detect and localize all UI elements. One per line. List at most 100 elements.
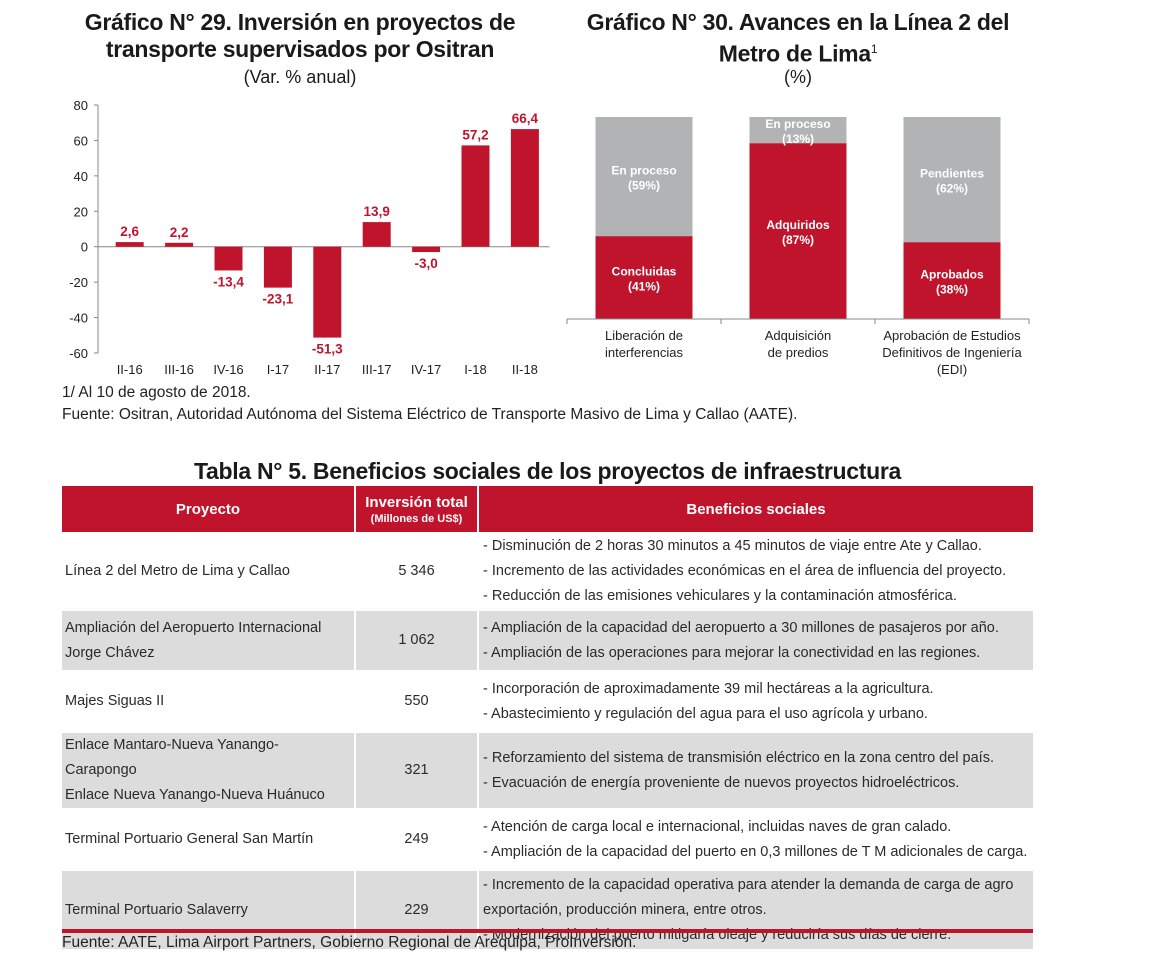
proyecto-line: Majes Siguas II <box>65 693 165 709</box>
segment-value-label: (87%) <box>782 233 814 247</box>
bar <box>412 246 441 253</box>
proyecto-line: Terminal Portuario General San Martín <box>65 831 314 847</box>
cell-inversion: 1 062 <box>355 609 479 671</box>
cell-beneficios: - Ampliación de la capacidad del aeropue… <box>478 609 1033 671</box>
table-source: Fuente: AATE, Lima Airport Partners, Gob… <box>62 934 637 951</box>
segment-label: En proceso <box>611 164 676 178</box>
cell-inversion: 229 <box>355 869 479 949</box>
proyecto-line: Enlace Mantaro-Nueva Yanango-Carapongo <box>65 737 279 778</box>
y-tick-label: 40 <box>74 169 88 184</box>
chart30-title: Gráfico N° 30. Avances en la Línea 2 del… <box>560 9 1036 68</box>
cell-inversion: 5 346 <box>355 532 479 610</box>
segment-label: Aprobados <box>920 268 984 282</box>
chart29-title-line1: Gráfico N° 29. Inversión en proyectos de <box>84 9 516 35</box>
cell-proyecto: Terminal Portuario General San Martín <box>62 808 356 870</box>
y-tick-label: 0 <box>81 240 88 255</box>
beneficio-line: - Incremento de la capacidad operativa p… <box>483 876 1014 893</box>
y-tick-label: -20 <box>69 275 88 290</box>
beneficio-line: - Reforzamiento del sistema de transmisi… <box>483 749 994 766</box>
cell-beneficios: - Reforzamiento del sistema de transmisi… <box>478 731 1033 809</box>
segment-label: En proceso <box>765 117 830 131</box>
segment-label: Concluidas <box>612 265 677 279</box>
proyecto-line: Enlace Nueva Yanango-Nueva Huánuco <box>65 787 325 803</box>
beneficio-line: - Incremento de las actividades económic… <box>483 563 1007 579</box>
bar-value-label: -51,3 <box>312 342 343 357</box>
beneficio-line: - Abastecimiento y regulación del agua p… <box>483 705 928 722</box>
x-category-label: interferencias <box>605 345 684 360</box>
bar <box>165 242 194 247</box>
bar-value-label: 2,2 <box>170 225 189 240</box>
beneficio-line: - Ampliación de la capacidad del aeropue… <box>483 619 999 636</box>
bar-value-label: 66,4 <box>512 111 539 126</box>
bar <box>115 242 144 247</box>
cell-proyecto: Línea 2 del Metro de Lima y Callao <box>62 532 356 610</box>
segment-value-label: (13%) <box>782 132 814 146</box>
x-tick-label: I-17 <box>267 362 289 377</box>
stack-segment-red <box>903 242 1001 319</box>
chart30-title-line1: Gráfico N° 30. Avances en la Línea 2 del <box>586 9 1010 35</box>
beneficio-line: exportación, producción minera, entre ot… <box>483 901 767 918</box>
stack-segment-gray <box>595 117 693 237</box>
bar-value-label: 57,2 <box>462 127 488 142</box>
x-tick-label: IV-17 <box>411 362 441 377</box>
cell-inversion: 321 <box>355 731 479 809</box>
segment-value-label: (59%) <box>628 179 660 193</box>
x-tick-label: II-18 <box>512 362 538 377</box>
beneficio-line: - Reducción de las emisiones vehiculares… <box>483 588 957 604</box>
segment-label: Pendientes <box>920 167 984 181</box>
y-tick-label: 60 <box>74 133 88 148</box>
x-tick-label: II-16 <box>117 362 143 377</box>
x-tick-label: III-17 <box>362 362 392 377</box>
chart30-subtitle: (%) <box>784 67 812 87</box>
x-category-label: Aprobación de Estudios <box>883 328 1021 343</box>
table-bottom-rule <box>62 929 1033 933</box>
stack-segment-gray <box>903 117 1001 243</box>
x-tick-label: I-18 <box>464 362 486 377</box>
chart29-title-line2: transporte supervisados por Ositran <box>105 36 495 62</box>
chart30-title-line2-text: Metro de Lima <box>718 40 871 67</box>
chart-source: Fuente: Ositran, Autoridad Autónoma del … <box>62 406 798 423</box>
beneficio-line: - Atención de carga local e internaciona… <box>483 818 952 835</box>
stack-segment-red <box>749 143 847 319</box>
y-tick-label: 80 <box>74 98 88 113</box>
x-tick-label: II-17 <box>314 362 340 377</box>
bar-value-label: -23,1 <box>263 292 294 307</box>
chart30-stacked-bar-chart: En proceso(59%)Concluidas(41%)Liberación… <box>566 117 1030 377</box>
x-tick-label: III-16 <box>164 362 194 377</box>
bar <box>263 246 292 288</box>
bar-value-label: 2,6 <box>120 224 139 239</box>
chart-footnote: 1/ Al 10 de agosto de 2018. <box>62 384 251 401</box>
segment-value-label: (38%) <box>936 283 968 297</box>
table-row: Línea 2 del Metro de Lima y Callao 5 346-… <box>62 532 1033 610</box>
beneficio-line: - Incorporación de aproximadamente 39 mi… <box>483 680 934 697</box>
x-category-label: Liberación de <box>605 328 683 343</box>
segment-label: Adquiridos <box>766 218 830 232</box>
table-title: Tabla N° 5. Beneficios sociales de los p… <box>193 458 902 484</box>
x-tick-label: IV-16 <box>213 362 243 377</box>
cell-proyecto: Ampliación del Aeropuerto Internacional J… <box>62 609 356 671</box>
x-category-label: Adquisición <box>765 328 832 343</box>
header-inversion-label: Inversión total <box>365 493 468 511</box>
beneficio-line: - Disminución de 2 horas 30 minutos a 45… <box>483 538 982 554</box>
cell-beneficios: - Disminución de 2 horas 30 minutos a 45… <box>478 532 1033 610</box>
table-row: Enlace Mantaro-Nueva Yanango-Carapongo En… <box>62 731 1033 809</box>
y-tick-label: -40 <box>69 311 88 326</box>
y-tick-label: 20 <box>74 204 88 219</box>
cell-proyecto: Majes Siguas II <box>62 670 356 732</box>
chart29-subtitle: (Var. % anual) <box>243 67 357 87</box>
cell-inversion: 249 <box>355 808 479 870</box>
proyecto-line: Terminal Portuario Salaverry <box>65 901 248 918</box>
header-inversion-unit: (Millones de US$) <box>370 512 463 525</box>
beneficio-line: - Ampliación de las operaciones para mej… <box>483 644 981 661</box>
cell-proyecto: Terminal Portuario Salaverry <box>62 869 356 949</box>
bar <box>214 246 243 271</box>
chart29-bar-chart: 80 60 40 20 0 -20 -40 -60 2,6 II-16 2,2 III-16 -13,4… <box>69 98 550 377</box>
x-category-label: Definitivos de Ingeniería <box>882 345 1022 360</box>
bar-value-label: 13,9 <box>364 204 390 219</box>
chart30-title-footnote-mark: 1 <box>870 42 878 56</box>
header-beneficios: Beneficios sociales <box>478 486 1033 533</box>
cell-beneficios: - Incorporación de aproximadamente 39 mi… <box>478 670 1033 732</box>
bar <box>461 145 490 247</box>
beneficio-line: - Ampliación de la capacidad del puerto … <box>483 843 1028 860</box>
table-row: Terminal Portuario General San Martín 249… <box>62 808 1033 870</box>
